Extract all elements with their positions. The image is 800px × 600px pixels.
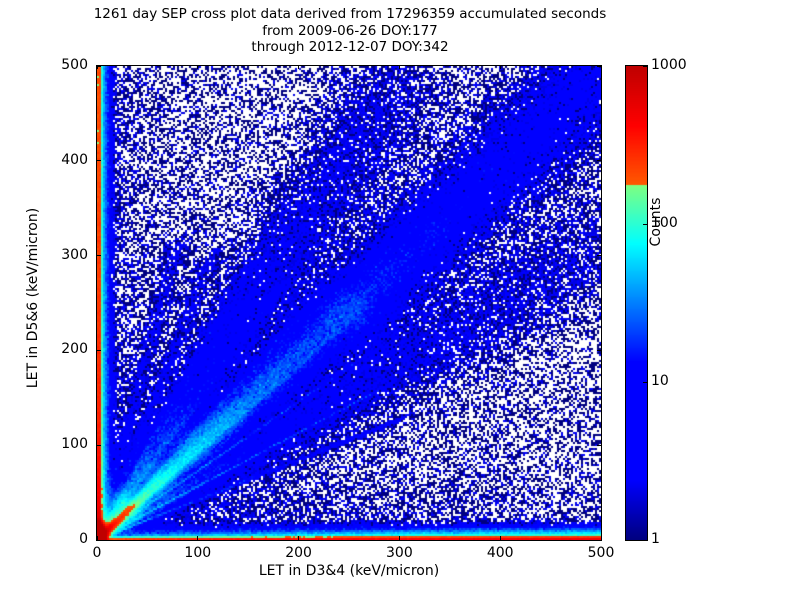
y-tick-mark-right [597,255,601,257]
y-tick-mark [97,255,101,257]
x-tick-label: 500 [587,545,615,561]
colorbar [625,65,648,541]
x-tick-label: 300 [386,545,413,561]
x-tick-label: 200 [285,545,312,561]
x-tick-mark-top [197,65,199,69]
x-tick-mark [96,536,98,540]
x-tick-mark [197,536,199,540]
x-tick-mark-top [600,65,602,69]
colorbar-label: Counts [648,197,664,247]
x-tick-mark-top [499,65,501,69]
x-tick-mark-top [96,65,98,69]
y-tick-label: 0 [79,531,88,547]
y-tick-mark-right [597,65,601,67]
x-tick-mark [398,536,400,540]
colorbar-tick-mark [643,223,647,225]
title-line-1: 1261 day SEP cross plot data derived fro… [93,6,607,22]
colorbar-tick-mark [643,65,647,67]
x-tick-label: 100 [184,545,212,561]
colorbar-tick-label: 1 [651,531,660,547]
y-axis-label: LET in D5&6 (keV/micron) [25,207,41,389]
y-tick-mark-right [597,444,601,446]
y-tick-mark [97,65,101,67]
x-tick-mark [600,536,602,540]
plot-title: 1261 day SEP cross plot data derived fro… [0,6,700,56]
y-tick-label: 400 [61,151,88,168]
x-tick-mark-top [298,65,300,69]
y-tick-mark [97,349,101,351]
x-tick-mark [298,536,300,540]
y-tick-mark [97,160,101,162]
colorbar-gradient [626,66,647,540]
x-tick-mark [499,536,501,540]
colorbar-tick-mark [643,381,647,383]
y-tick-mark-right [597,539,601,541]
title-line-3: through 2012-12-07 DOY:342 [251,39,449,55]
density-heatmap [97,66,601,540]
colorbar-tick-mark [643,539,647,541]
title-line-2: from 2009-06-26 DOY:177 [262,22,438,39]
colorbar-tick-label: 1000 [651,57,687,73]
y-tick-label: 100 [61,436,88,453]
x-axis-label: LET in D3&4 (keV/micron) [258,563,440,579]
plot-area [96,65,602,541]
x-tick-mark-top [398,65,400,69]
y-tick-label: 200 [61,341,88,358]
y-tick-mark-right [597,349,601,351]
colorbar-tick-label: 100 [651,215,678,231]
colorbar-tick-label: 10 [651,373,669,389]
y-tick-mark [97,444,101,446]
y-tick-label: 500 [61,57,88,73]
x-tick-label: 0 [92,545,102,561]
y-tick-label: 300 [61,246,88,263]
y-tick-mark [97,539,101,541]
y-tick-mark-right [597,160,601,162]
x-tick-label: 400 [486,545,514,561]
